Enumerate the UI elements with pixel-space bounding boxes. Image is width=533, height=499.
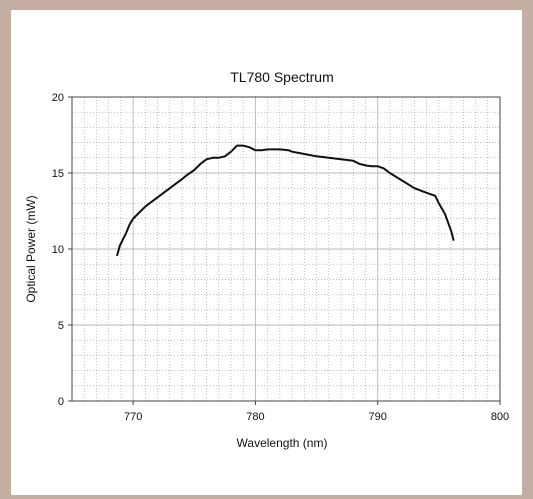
x-axis-label: Wavelength (nm) <box>237 436 328 450</box>
x-tick-label: 790 <box>369 411 387 423</box>
x-tick-label: 780 <box>246 411 264 423</box>
grid <box>72 96 501 402</box>
y-tick-label: 15 <box>52 168 64 180</box>
x-tick-label: 800 <box>491 411 509 423</box>
y-tick-label: 5 <box>58 320 64 332</box>
y-axis-label: Optical Power (mW) <box>24 195 38 302</box>
x-tick-label: 770 <box>124 411 142 423</box>
axis-ticks: 770 780 790 800 0 5 10 15 20 <box>52 92 509 423</box>
series-line <box>116 144 455 257</box>
y-tick-label: 0 <box>58 396 64 408</box>
y-tick-label: 20 <box>52 92 64 104</box>
chart-title: TL780 Spectrum <box>230 69 334 85</box>
y-tick-label: 10 <box>52 244 64 256</box>
